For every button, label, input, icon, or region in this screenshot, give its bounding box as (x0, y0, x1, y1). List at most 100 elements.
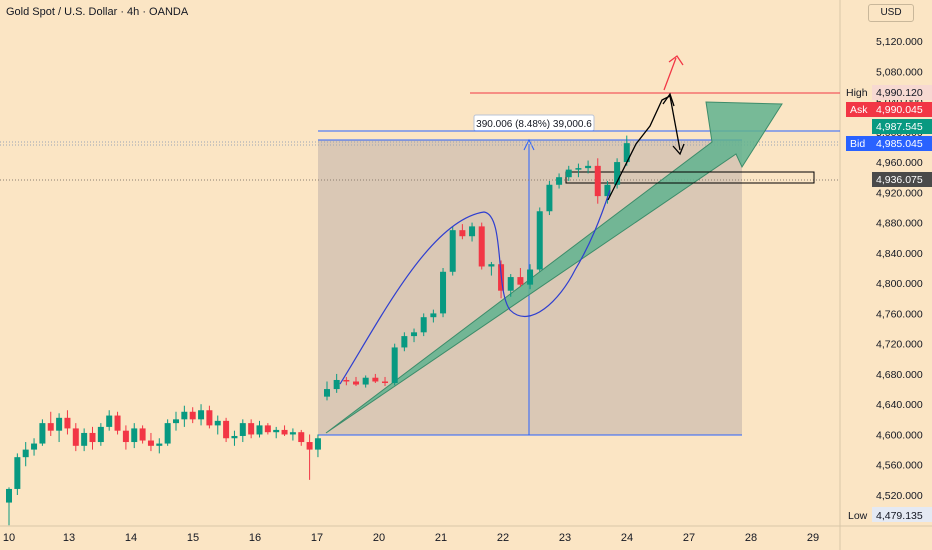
candle[interactable] (391, 343, 398, 386)
candle[interactable] (353, 376, 360, 387)
candle[interactable] (198, 404, 205, 426)
candle[interactable] (575, 163, 582, 178)
ask-value-box (872, 102, 932, 117)
candle[interactable] (420, 313, 427, 337)
candle[interactable] (306, 434, 313, 480)
price-tick-label: 5,080.000 (876, 66, 923, 78)
candle[interactable] (206, 405, 213, 429)
candle[interactable] (173, 411, 179, 431)
candle[interactable] (6, 487, 12, 526)
candle[interactable] (430, 309, 437, 323)
candle[interactable] (333, 373, 340, 393)
candle[interactable] (223, 417, 230, 443)
price-tick-label: 4,680.000 (876, 369, 923, 381)
candle[interactable] (382, 376, 389, 387)
candle[interactable] (97, 423, 104, 446)
candle[interactable] (594, 158, 601, 204)
candle[interactable] (565, 165, 572, 181)
candle[interactable] (273, 426, 280, 439)
candle[interactable] (556, 173, 563, 189)
candle[interactable] (139, 425, 146, 444)
candle[interactable] (478, 222, 485, 270)
candle[interactable] (231, 430, 238, 446)
candles-layer[interactable] (6, 135, 630, 526)
candle[interactable] (264, 423, 271, 435)
candle-body (256, 425, 263, 435)
candle[interactable] (31, 438, 38, 456)
candle[interactable] (164, 419, 171, 446)
candle-body (39, 423, 46, 444)
candle[interactable] (517, 268, 524, 287)
trend-arrow[interactable] (325, 101, 783, 434)
support-zone-box[interactable] (565, 171, 815, 184)
candle[interactable] (343, 376, 350, 386)
candle-body (164, 423, 171, 444)
candle[interactable] (488, 261, 495, 276)
candle[interactable] (47, 411, 54, 436)
candle[interactable] (156, 438, 163, 454)
candle[interactable] (122, 425, 129, 450)
candle-body (173, 419, 179, 424)
candle[interactable] (401, 332, 408, 352)
candle[interactable] (14, 453, 21, 495)
candle[interactable] (22, 442, 29, 467)
candle[interactable] (56, 413, 63, 443)
candle[interactable] (81, 428, 88, 452)
candle[interactable] (114, 411, 121, 435)
price-tick-label: 4,600.000 (876, 429, 923, 441)
candle[interactable] (507, 274, 514, 297)
time-tick-label: 27 (683, 532, 695, 544)
candle[interactable] (314, 434, 321, 458)
time-tick-label: 21 (435, 532, 447, 544)
candle[interactable] (131, 423, 138, 449)
candle-body (507, 277, 514, 291)
candle[interactable] (440, 268, 447, 318)
high-label: High (846, 87, 868, 99)
candle[interactable] (372, 373, 379, 384)
ask-value: 4,990.045 (876, 104, 923, 116)
candle[interactable] (64, 410, 71, 435)
candle[interactable] (536, 207, 543, 272)
candle[interactable] (189, 407, 196, 424)
currency-selector[interactable]: USD (868, 4, 914, 22)
candle-body (239, 423, 246, 436)
candle-body (324, 389, 330, 397)
candle[interactable] (256, 420, 263, 438)
forecast-path[interactable] (607, 95, 681, 201)
candle[interactable] (546, 180, 553, 216)
candle[interactable] (181, 405, 188, 427)
candle[interactable] (604, 180, 611, 204)
candle-body (298, 432, 305, 443)
candle[interactable] (324, 381, 330, 401)
candle[interactable] (449, 226, 456, 276)
time-tick-label: 14 (125, 532, 137, 544)
curve-annotation[interactable] (339, 189, 611, 385)
candle-body (353, 381, 360, 385)
candle[interactable] (89, 426, 96, 450)
candle[interactable] (289, 428, 296, 441)
candle-body (264, 425, 271, 433)
candle[interactable] (411, 328, 418, 343)
candle[interactable] (527, 264, 534, 290)
candle[interactable] (214, 415, 221, 435)
breakout-arrow[interactable] (663, 57, 677, 91)
candle[interactable] (623, 135, 630, 166)
candle[interactable] (614, 158, 621, 189)
candle[interactable] (248, 419, 255, 439)
candle[interactable] (72, 423, 79, 452)
candle[interactable] (39, 419, 46, 446)
symbol-title: Gold Spot / U.S. Dollar · 4h · OANDA (6, 6, 189, 18)
candle[interactable] (239, 419, 246, 443)
candle[interactable] (281, 425, 288, 436)
candle[interactable] (362, 375, 369, 388)
candle[interactable] (298, 429, 305, 446)
candle-body (594, 165, 601, 197)
candle[interactable] (469, 222, 476, 242)
candle[interactable] (147, 432, 154, 452)
candle[interactable] (106, 410, 113, 431)
time-tick-label: 20 (373, 532, 385, 544)
candle[interactable] (459, 224, 466, 240)
candle[interactable] (585, 160, 592, 174)
